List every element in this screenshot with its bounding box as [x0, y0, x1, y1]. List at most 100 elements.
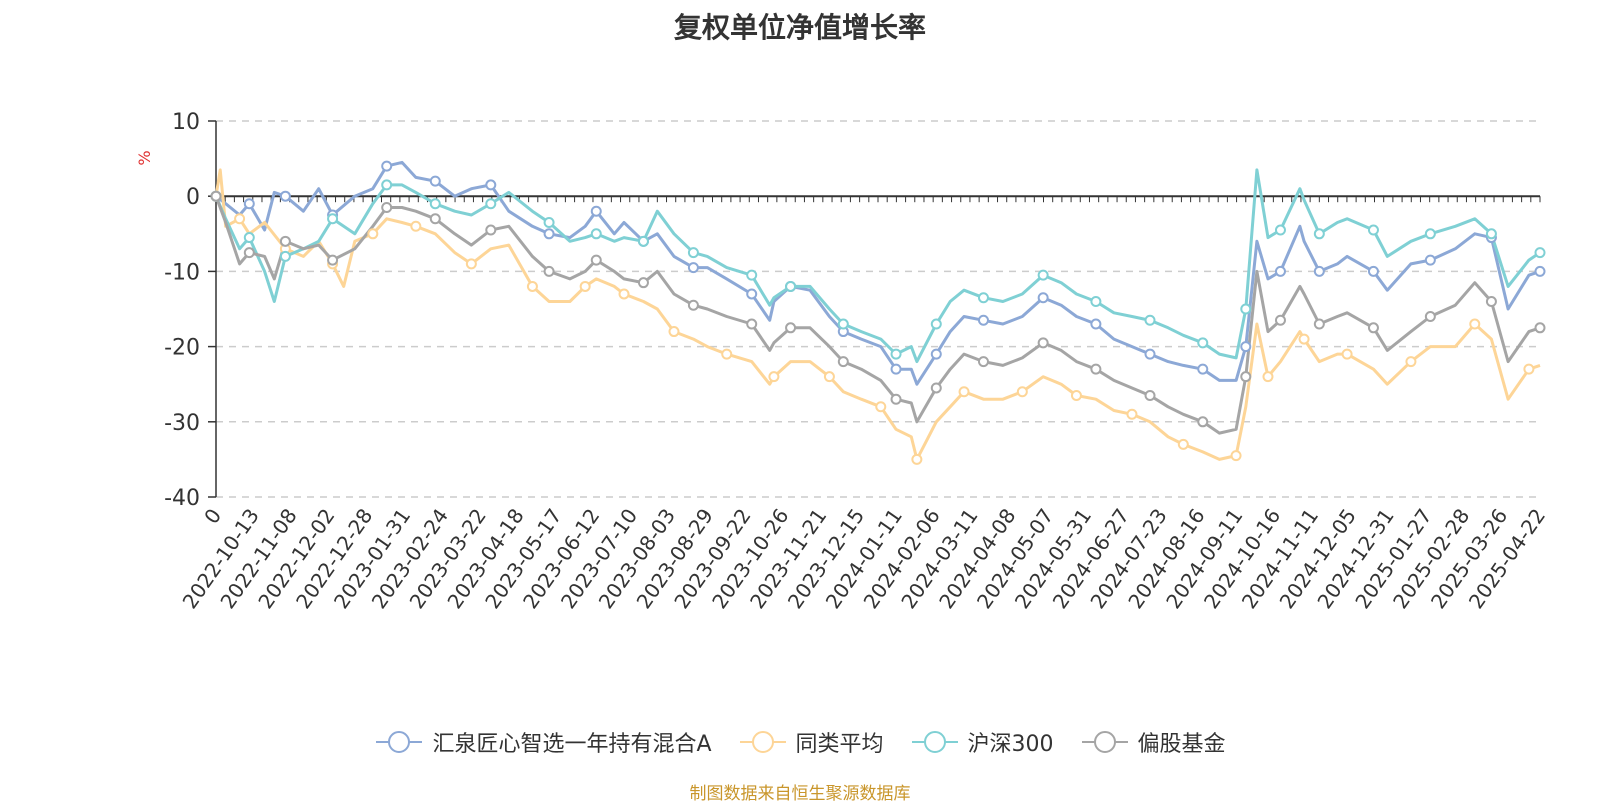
- legend-label: 同类平均: [795, 732, 884, 757]
- data-point-0: [485, 179, 497, 191]
- data-point-1: [1126, 408, 1138, 420]
- data-point-2: [590, 228, 602, 240]
- data-point-2: [890, 348, 902, 360]
- data-point-1: [367, 228, 379, 240]
- data-point-3: [1240, 371, 1252, 383]
- y-tick-label: -20: [164, 336, 200, 361]
- legend-item-category-average[interactable]: 同类平均: [738, 726, 884, 758]
- data-point-2: [977, 292, 989, 304]
- data-point-0: [890, 363, 902, 375]
- legend-label: 汇泉匠心智选一年持有混合A: [432, 732, 712, 757]
- legend-marker-icon: [376, 731, 423, 753]
- data-point-3: [1197, 416, 1209, 428]
- data-point-3: [977, 356, 989, 368]
- y-tick-label: -10: [164, 260, 200, 285]
- data-point-1: [911, 453, 923, 465]
- series-markers: [210, 160, 1546, 465]
- legend-marker-icon: [911, 731, 958, 753]
- data-point-0: [543, 228, 555, 240]
- data-point-2: [243, 232, 255, 244]
- data-point-2: [637, 235, 649, 247]
- data-point-1: [618, 288, 630, 300]
- data-point-2: [1274, 224, 1286, 236]
- data-point-3: [1485, 295, 1497, 307]
- data-point-2: [327, 213, 339, 225]
- legend: 汇泉匠心智选一年持有混合A 同类平均 沪深300 偏股基金: [0, 726, 1600, 758]
- data-point-1: [768, 371, 780, 383]
- data-point-2: [687, 247, 699, 259]
- series-line-1: [214, 168, 1541, 461]
- data-point-2: [485, 198, 497, 210]
- data-point-3: [746, 318, 758, 330]
- data-point-2: [1534, 247, 1546, 259]
- chart-title: 复权单位净值增长率: [673, 11, 926, 44]
- data-point-2: [1037, 269, 1049, 281]
- data-point-2: [746, 269, 758, 281]
- series-line-3: [214, 195, 1541, 435]
- data-point-2: [1424, 228, 1436, 240]
- data-point-0: [243, 198, 255, 210]
- legend-marker-icon: [739, 731, 786, 753]
- data-point-0: [746, 288, 758, 300]
- data-point-2: [1240, 303, 1252, 315]
- data-point-3: [637, 277, 649, 289]
- data-point-2: [279, 250, 291, 262]
- data-point-1: [958, 386, 970, 398]
- data-point-2: [1313, 228, 1325, 240]
- data-point-3: [1144, 389, 1156, 401]
- data-point-3: [381, 201, 393, 213]
- data-point-0: [279, 190, 291, 202]
- legend-label: 偏股基金: [1137, 732, 1226, 757]
- data-point-1: [875, 401, 887, 413]
- data-point-1: [1469, 318, 1481, 330]
- legend-item-csi300[interactable]: 沪深300: [910, 726, 1054, 758]
- data-point-3: [1367, 322, 1379, 334]
- legend-item-fund[interactable]: 汇泉匠心智选一年持有混合A: [374, 726, 712, 758]
- data-point-2: [381, 179, 393, 191]
- data-point-2: [1090, 295, 1102, 307]
- data-point-2: [429, 198, 441, 210]
- axes: 100-10-20-30-4002022-10-132022-11-082022…: [164, 110, 1550, 613]
- legend-marker-icon: [1081, 731, 1128, 753]
- data-point-1: [668, 326, 680, 338]
- data-point-0: [977, 314, 989, 326]
- data-point-3: [1274, 314, 1286, 326]
- y-axis-unit-label: %: [135, 150, 154, 165]
- data-point-1: [465, 258, 477, 270]
- data-point-3: [279, 235, 291, 247]
- data-point-0: [1037, 292, 1049, 304]
- data-point-1: [1298, 333, 1310, 345]
- data-point-2: [1144, 314, 1156, 326]
- x-tick-label: 0: [199, 504, 226, 528]
- data-point-1: [526, 280, 538, 292]
- data-point-3: [243, 247, 255, 259]
- data-point-2: [930, 318, 942, 330]
- data-point-3: [785, 322, 797, 334]
- data-point-1: [579, 280, 591, 292]
- data-point-1: [1016, 386, 1028, 398]
- legend-item-equity-fund[interactable]: 偏股基金: [1080, 726, 1226, 758]
- y-tick-label: 10: [172, 110, 200, 135]
- data-point-0: [1240, 341, 1252, 353]
- data-point-1: [823, 371, 835, 383]
- data-point-0: [1090, 318, 1102, 330]
- data-point-3: [1534, 322, 1546, 334]
- data-point-0: [1274, 265, 1286, 277]
- data-point-1: [1523, 363, 1535, 375]
- data-point-0: [1534, 265, 1546, 277]
- data-point-1: [1230, 450, 1242, 462]
- data-source-note: 制图数据来自恒生聚源数据库: [689, 784, 911, 804]
- data-point-0: [1144, 348, 1156, 360]
- data-point-0: [381, 160, 393, 172]
- data-point-3: [1090, 363, 1102, 375]
- data-point-0: [687, 262, 699, 274]
- data-point-3: [1037, 337, 1049, 349]
- data-point-1: [234, 213, 246, 225]
- data-point-3: [590, 254, 602, 266]
- data-point-1: [1177, 438, 1189, 450]
- data-point-1: [1341, 348, 1353, 360]
- data-point-3: [1424, 311, 1436, 323]
- data-point-3: [543, 265, 555, 277]
- data-point-3: [485, 224, 497, 236]
